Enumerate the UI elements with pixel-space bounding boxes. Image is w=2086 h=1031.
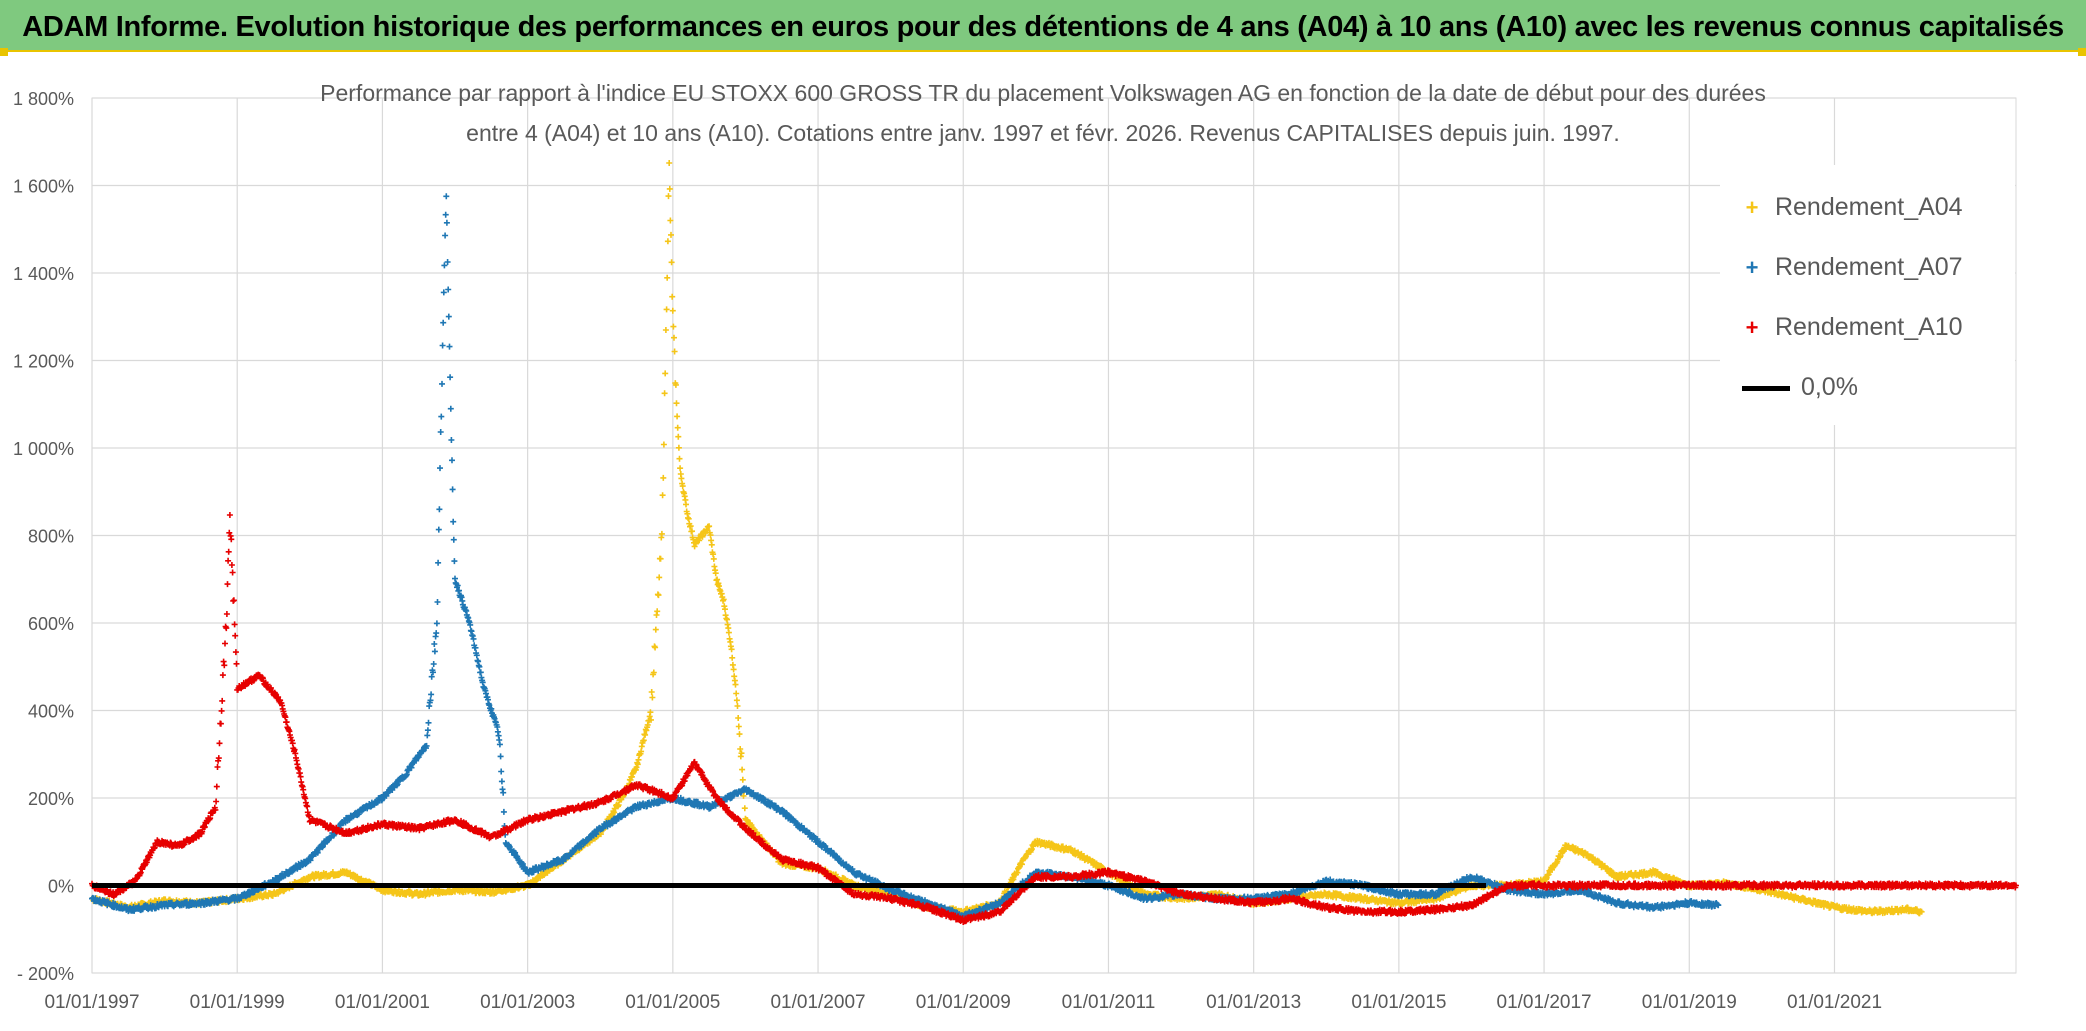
x-tick-label: 01/01/2019 [1642,992,1737,1013]
y-tick-label: 200% [28,789,74,809]
legend-marker-a04: + [1745,195,1759,221]
chart-title-line1: Performance par rapport à l'indice EU ST… [320,80,1766,106]
x-tick-label: 01/01/1999 [190,992,285,1013]
x-tick-label: 01/01/2001 [335,992,430,1013]
performance-chart: - 200% 0% 200% 400% 600% 800% 1 000% 1 200% 1 40… [13,89,2019,1013]
x-tick-label: 01/01/2015 [1351,992,1446,1013]
legend-line-baseline [1742,385,1790,391]
y-tick-label: 400% [28,702,74,722]
series-rendement-a07 [89,193,1722,921]
legend-label-a10: Rendement_A10 [1774,313,1963,341]
y-axis-tick-labels: - 200% 0% 200% 400% 600% 800% 1 000% 1 200% 1 40… [13,89,74,984]
x-tick-label: 01/01/2021 [1787,992,1882,1013]
x-tick-label: 01/01/2007 [770,992,865,1013]
chart-legend: + Rendement_A04 + Rendement_A07 + Rendem… [1720,165,2015,425]
y-tick-label: 1 600% [13,177,74,197]
legend-item-baseline: 0,0% [1742,373,1858,413]
header-banner [0,0,2086,52]
legend-item-a04: + Rendement_A04 [1736,193,1963,233]
x-axis-tick-labels: 01/01/1997 01/01/1999 01/01/2001 01/01/2003… [44,992,1882,1013]
x-tick-label: 01/01/2009 [916,992,1011,1013]
x-tick-label: 01/01/1997 [44,992,139,1013]
y-tick-label: 0% [48,877,74,897]
y-tick-label: 1 400% [13,264,74,284]
legend-label-baseline: 0,0% [1800,373,1858,401]
series-markers [89,193,1722,921]
x-tick-label: 01/01/2003 [480,992,575,1013]
y-tick-label: 600% [28,614,74,634]
legend-item-a07: + Rendement_A07 [1736,253,1963,293]
series-markers [89,512,2019,925]
y-tick-label: - 200% [17,964,74,984]
legend-label-a07: Rendement_A07 [1774,253,1963,281]
x-tick-label: 01/01/2017 [1497,992,1592,1013]
legend-item-a10: + Rendement_A10 [1736,313,1963,353]
y-tick-label: 1 800% [13,89,74,109]
x-tick-label: 01/01/2013 [1206,992,1301,1013]
y-tick-label: 1 000% [13,439,74,459]
corner-marker-left [0,48,8,56]
chart-gridlines [91,97,2017,974]
y-tick-label: 800% [28,527,74,547]
series-layer [89,160,2019,925]
page-title: ADAM Informe. Evolution historique des p… [22,11,2064,43]
x-tick-label: 01/01/2005 [625,992,720,1013]
x-tick-label: 01/01/2011 [1062,992,1156,1013]
series-rendement-a10 [89,512,2019,925]
legend-label-a04: Rendement_A04 [1774,193,1963,221]
legend-marker-a10: + [1745,315,1759,341]
corner-marker-right [2078,48,2086,56]
y-tick-label: 1 200% [13,352,74,372]
chart-title-line2: entre 4 (A04) et 10 ans (A10). Cotations… [466,120,1620,146]
legend-marker-a07: + [1745,255,1759,281]
